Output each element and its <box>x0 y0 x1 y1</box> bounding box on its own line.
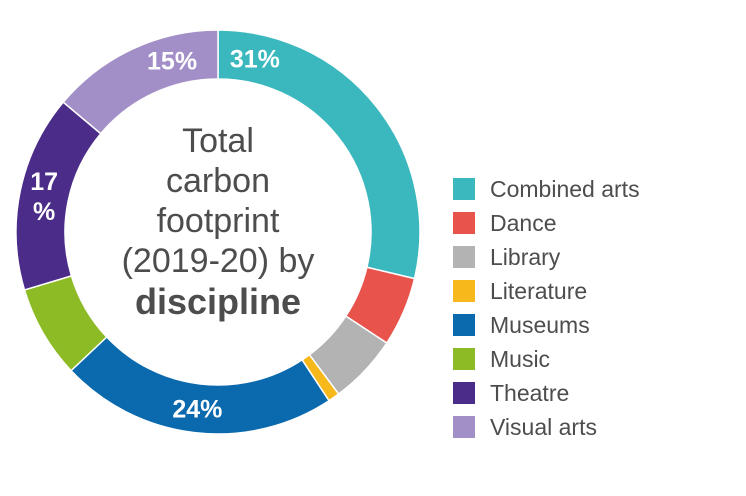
chart-title-bold: discipline <box>135 281 301 322</box>
slice-labels: 31% 24% 17 % 15% <box>30 45 280 423</box>
legend-swatch <box>453 348 475 370</box>
chart-title-line: footprint <box>157 202 280 240</box>
legend: Combined arts Dance Library Literature Museu… <box>453 172 640 444</box>
legend-label: Museums <box>490 311 590 338</box>
legend-item-music: Music <box>453 342 640 376</box>
legend-swatch <box>453 416 475 438</box>
legend-item-dance: Dance <box>453 206 640 240</box>
donut-slices <box>15 29 421 435</box>
legend-label: Combined arts <box>490 175 640 202</box>
legend-label: Library <box>490 243 561 270</box>
data-label-combined-arts: 31% <box>230 45 280 73</box>
data-label-theatre: 17% <box>30 168 58 226</box>
legend-label: Dance <box>490 209 557 236</box>
legend-item-combined-arts: Combined arts <box>453 172 640 206</box>
legend-item-museums: Museums <box>453 308 640 342</box>
data-label-museums: 24% <box>172 395 222 423</box>
legend-label: Visual arts <box>490 413 597 440</box>
data-label-visual-arts: 15% <box>147 48 197 76</box>
legend-item-visual-arts: Visual arts <box>453 410 640 444</box>
chart-title-line: (2019-20) by <box>122 242 315 280</box>
chart-title: Total carbon footprint (2019-20) by disc… <box>122 122 315 322</box>
legend-swatch <box>453 280 475 302</box>
chart-title-line: Total <box>182 122 254 160</box>
legend-swatch <box>453 382 475 404</box>
legend-item-theatre: Theatre <box>453 376 640 410</box>
legend-swatch <box>453 314 475 336</box>
legend-item-library: Library <box>453 240 640 274</box>
legend-label: Music <box>490 345 551 372</box>
legend-swatch <box>453 178 475 200</box>
slice-visual-arts <box>62 29 219 135</box>
legend-label: Theatre <box>490 379 570 406</box>
slice-theatre <box>15 101 102 291</box>
legend-label: Literature <box>490 277 588 304</box>
legend-swatch <box>453 212 475 234</box>
chart-title-line: carbon <box>166 162 270 200</box>
legend-item-literature: Literature <box>453 274 640 308</box>
legend-swatch <box>453 246 475 268</box>
